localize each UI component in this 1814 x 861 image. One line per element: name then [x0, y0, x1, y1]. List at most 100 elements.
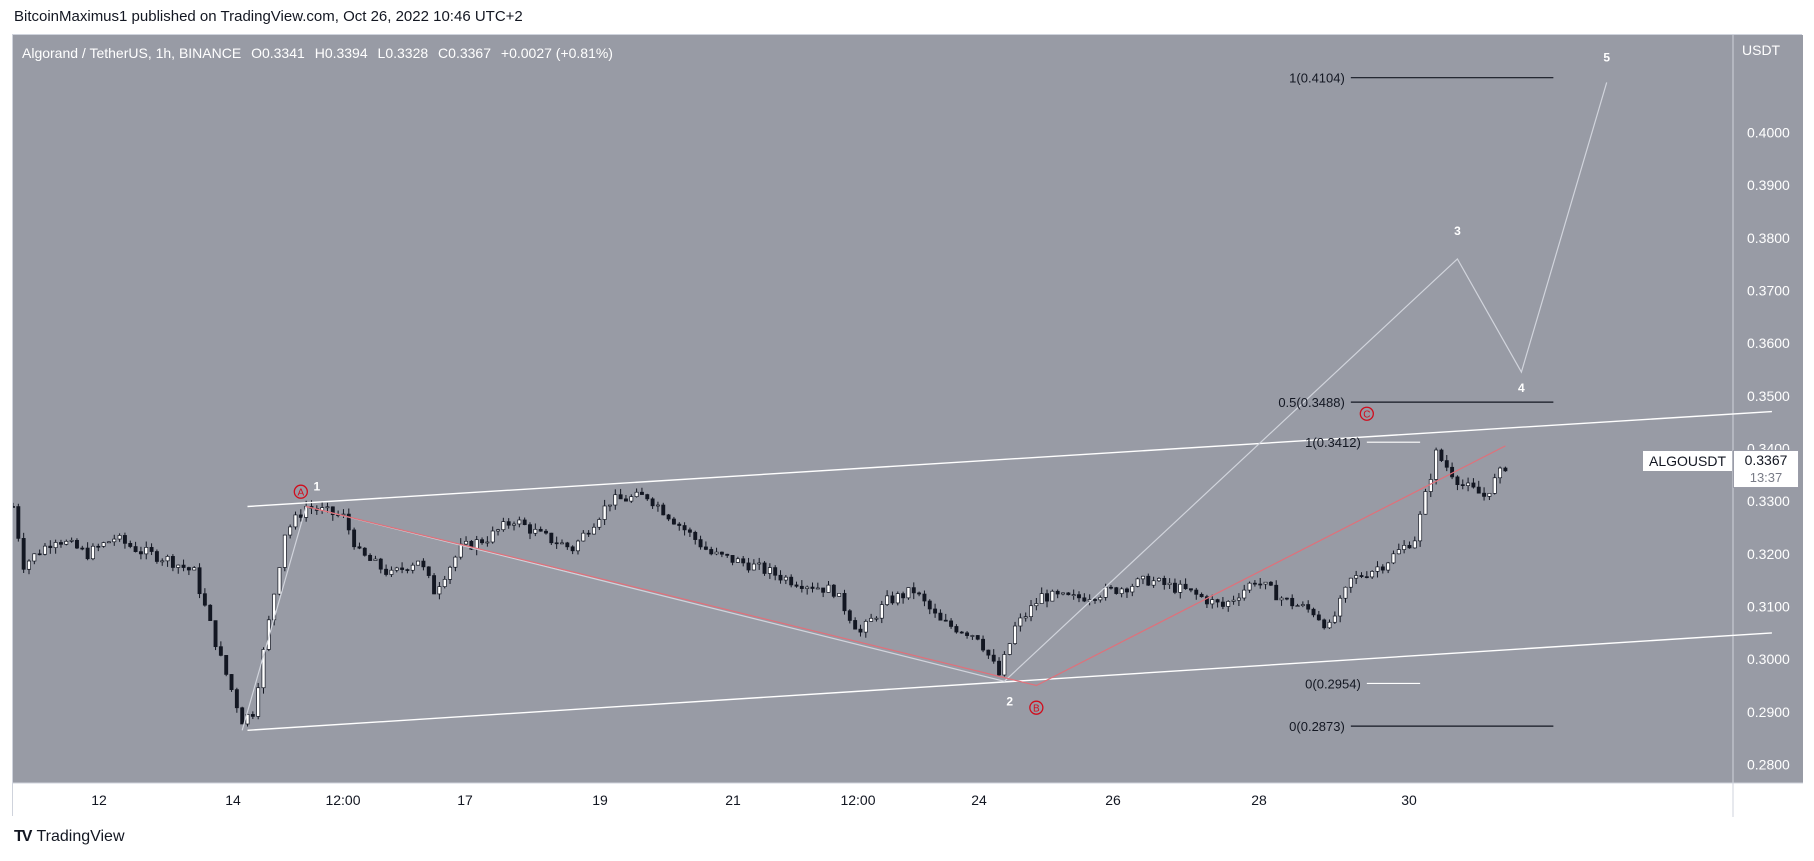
candle-body: [218, 646, 223, 656]
candle-body: [682, 525, 687, 531]
candle-body: [703, 546, 708, 550]
y-tick-label: 0.3900: [1747, 177, 1790, 193]
candle-body: [1375, 566, 1380, 572]
candle-body: [202, 593, 207, 606]
fib-level-label: 1(0.3412): [1305, 435, 1361, 450]
candle-body: [1439, 449, 1444, 461]
candle-body: [906, 587, 911, 599]
wave-label: 2: [1006, 695, 1013, 709]
open-label: O: [251, 45, 262, 61]
candle-body: [154, 551, 159, 562]
candle-body: [1061, 592, 1065, 595]
candle-body: [1135, 578, 1140, 587]
candle-body: [815, 587, 820, 590]
candle-body: [1503, 467, 1508, 472]
candle-body: [1487, 492, 1492, 497]
candle-body: [522, 519, 527, 526]
chart-svg[interactable]: 1(0.4104) 0.5(0.3488) 1(0.3412) 0(0.2954) 0(…: [13, 35, 1803, 817]
candle-body: [1364, 576, 1369, 579]
candle-body: [927, 600, 932, 610]
candle-body: [1423, 491, 1428, 515]
candle-body: [32, 553, 37, 562]
candle-body: [1055, 590, 1060, 595]
candle-body: [975, 635, 980, 640]
candle-body: [538, 528, 543, 532]
candle-body: [1204, 596, 1209, 605]
candle-body: [197, 567, 202, 595]
wave-projection-path: [241, 82, 1608, 731]
publish-line: BitcoinMaximus1 published on TradingView…: [14, 8, 523, 25]
candle-body: [805, 586, 810, 589]
y-tick-label: 0.3200: [1747, 546, 1790, 562]
candle-body: [1476, 486, 1481, 494]
candle-body: [751, 563, 756, 571]
candle-body: [858, 628, 863, 633]
candle-body: [1007, 643, 1012, 655]
high-value: 0.3394: [324, 45, 368, 61]
candle-body: [496, 529, 500, 532]
candle-body: [799, 585, 804, 589]
candle-body: [1236, 597, 1241, 601]
candle-body: [277, 567, 282, 595]
candle-body: [810, 586, 815, 589]
candle-body: [501, 521, 506, 531]
candle-body: [767, 567, 772, 574]
candle-body: [1274, 584, 1279, 601]
candle-body: [64, 540, 69, 545]
candle-body: [1194, 589, 1199, 595]
candle-body: [122, 535, 127, 544]
candle-body: [661, 504, 666, 516]
candle-body: [735, 558, 740, 563]
candle-body: [1114, 587, 1119, 594]
candle-body: [794, 584, 799, 587]
candle-body: [53, 542, 58, 549]
candle-body: [1188, 588, 1193, 591]
candle-body: [138, 551, 143, 555]
candle-body: [352, 529, 357, 548]
candle-body: [826, 584, 831, 593]
candle-body: [362, 547, 367, 556]
candle-body: [1263, 581, 1268, 585]
abc-label: A: [297, 488, 304, 499]
candle-body: [181, 564, 186, 568]
close-value: 0.3367: [448, 45, 491, 61]
candle-body: [1039, 593, 1044, 604]
candle-body: [288, 526, 293, 536]
candle-body: [37, 553, 42, 556]
abc-label-circle: [1029, 700, 1044, 715]
price-axis-area[interactable]: [1733, 35, 1803, 783]
candle-body: [1013, 625, 1017, 644]
candle-body: [608, 504, 612, 507]
candle-body: [1162, 577, 1167, 585]
candle-body: [789, 576, 794, 586]
candle-body: [517, 519, 522, 525]
candle-body: [1332, 615, 1337, 623]
y-tick-label: 0.4000: [1747, 124, 1790, 140]
chart-frame[interactable]: 1(0.4104) 0.5(0.3488) 1(0.3412) 0(0.2954) 0(…: [12, 34, 1803, 817]
candle-body: [480, 539, 484, 544]
candle-body: [165, 556, 170, 562]
x-tick-label: 28: [1251, 792, 1267, 808]
plot-area[interactable]: [13, 35, 1733, 783]
candle-body: [1018, 617, 1023, 627]
candle-body: [874, 617, 879, 620]
candle-body: [634, 491, 639, 498]
y-tick-label: 0.3800: [1747, 230, 1790, 246]
candle-body: [933, 608, 938, 614]
candle-body: [16, 506, 21, 539]
candle-body: [1402, 544, 1407, 550]
x-tick-label: 21: [725, 792, 741, 808]
candle-body: [1316, 614, 1321, 621]
candle-body: [112, 538, 117, 543]
candle-body: [730, 555, 735, 563]
tradingview-logo[interactable]: TV TradingView: [14, 828, 125, 846]
candle-body: [1029, 605, 1033, 617]
candle-body: [831, 584, 836, 597]
candle-body: [186, 567, 191, 571]
time-axis-area[interactable]: [13, 783, 1803, 817]
candle-body: [432, 575, 437, 595]
candle-body: [229, 674, 234, 690]
candle-body: [645, 494, 650, 500]
candle-body: [1226, 601, 1231, 607]
candle-body: [885, 595, 890, 605]
